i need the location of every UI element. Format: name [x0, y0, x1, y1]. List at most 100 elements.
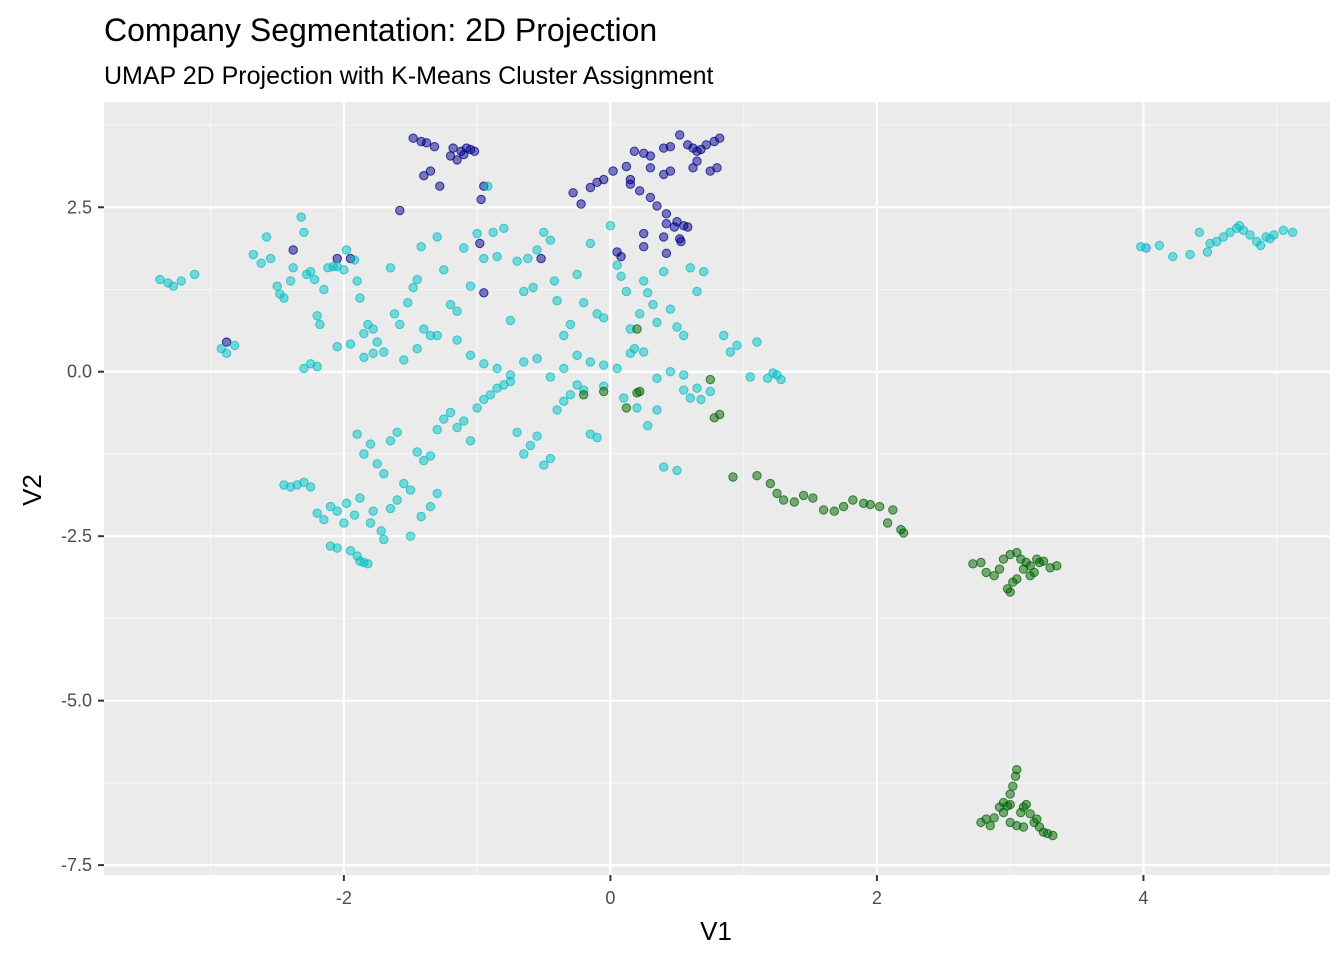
data-point [299, 363, 309, 374]
data-point [888, 505, 898, 515]
data-point [345, 546, 356, 556]
data-point [579, 390, 589, 400]
data-point [643, 288, 653, 298]
data-point [432, 488, 442, 499]
data-point [659, 169, 669, 180]
data-point [389, 309, 400, 319]
data-point [405, 485, 416, 495]
data-point [341, 245, 352, 255]
data-point [683, 222, 693, 232]
data-point [968, 559, 978, 569]
data-point [1018, 822, 1029, 832]
data-point [629, 146, 640, 157]
data-point [838, 501, 849, 512]
data-point [772, 488, 782, 499]
data-point [1012, 574, 1022, 584]
data-point [608, 166, 618, 176]
data-point [639, 242, 649, 252]
data-point [652, 373, 662, 383]
data-point [672, 322, 682, 332]
data-point [1012, 547, 1022, 558]
data-point [499, 223, 509, 234]
data-point [652, 317, 662, 328]
data-point [256, 258, 266, 268]
data-point [425, 501, 436, 512]
data-point [1136, 242, 1146, 252]
data-point [776, 374, 786, 385]
data-point [679, 370, 689, 380]
data-point [305, 482, 316, 492]
data-point [599, 313, 609, 323]
data-point [519, 449, 529, 459]
data-point [652, 405, 662, 415]
data-point [1278, 225, 1289, 236]
y-tick-label: -7.5 [61, 855, 92, 875]
data-point [325, 501, 336, 512]
data-point [479, 394, 489, 405]
data-point [288, 263, 298, 273]
data-point [432, 330, 442, 341]
data-point [985, 821, 995, 831]
data-point [659, 462, 669, 472]
data-point [341, 498, 352, 508]
data-point [639, 276, 649, 286]
data-point [1218, 232, 1229, 242]
data-point [1021, 799, 1031, 810]
data-point [798, 490, 809, 501]
data-point [661, 248, 672, 259]
data-point [1245, 230, 1255, 240]
data-point [485, 390, 496, 400]
data-point [621, 403, 632, 413]
data-point [994, 564, 1005, 574]
data-point [452, 155, 462, 165]
data-point [349, 510, 360, 520]
data-point [1185, 249, 1195, 260]
data-point [625, 348, 636, 358]
data-point [416, 242, 426, 252]
data-point [635, 386, 645, 397]
data-point [715, 409, 725, 420]
data-point [155, 274, 165, 285]
data-point [552, 296, 562, 306]
data-point [285, 276, 296, 286]
data-point [552, 405, 562, 415]
data-point [532, 245, 542, 255]
data-point [765, 478, 775, 489]
data-point [685, 263, 695, 273]
data-point [472, 403, 482, 413]
data-point [1008, 781, 1018, 791]
data-point [352, 429, 362, 439]
data-point [1005, 789, 1015, 799]
data-point [408, 282, 418, 293]
data-point [1288, 227, 1298, 238]
data-point [539, 227, 549, 238]
data-point [248, 249, 259, 260]
data-point [1256, 240, 1266, 251]
data-point [445, 407, 456, 418]
data-point [476, 194, 486, 205]
data-point [379, 347, 389, 357]
data-point [675, 130, 685, 140]
data-point [981, 567, 991, 578]
data-point [705, 386, 715, 397]
data-point [312, 311, 322, 321]
data-point [492, 251, 502, 262]
data-point [778, 495, 789, 505]
data-point [672, 465, 682, 476]
data-point [512, 256, 522, 266]
data-point [519, 357, 529, 367]
data-point [665, 367, 676, 377]
data-point [536, 253, 546, 264]
minor-grid [104, 102, 1330, 875]
data-point [659, 267, 669, 277]
data-point [419, 324, 429, 334]
data-point [676, 236, 686, 247]
data-point [579, 298, 589, 308]
data-point [416, 511, 426, 522]
data-point [1202, 247, 1213, 257]
data-point [492, 363, 502, 374]
data-point [1005, 587, 1015, 597]
data-point [459, 243, 469, 253]
data-point [1038, 556, 1049, 566]
data-point [1269, 230, 1279, 240]
